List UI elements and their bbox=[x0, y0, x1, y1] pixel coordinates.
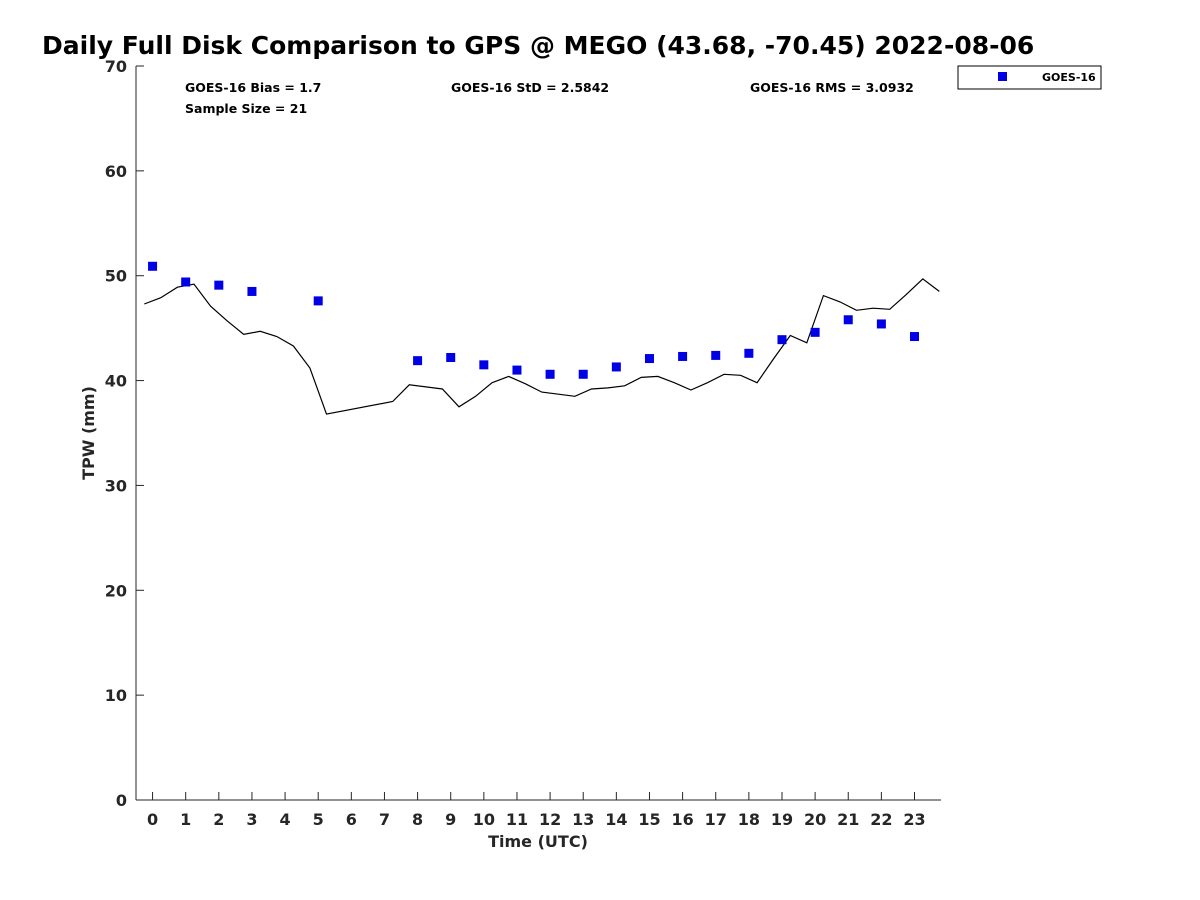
legend-marker bbox=[998, 72, 1007, 81]
y-tick-label: 70 bbox=[105, 57, 127, 76]
x-tick-label: 6 bbox=[346, 810, 357, 829]
x-tick-label: 10 bbox=[473, 810, 495, 829]
x-tick-label: 16 bbox=[671, 810, 693, 829]
y-tick-label: 50 bbox=[105, 267, 127, 286]
x-tick-label: 14 bbox=[605, 810, 627, 829]
y-tick-label: 60 bbox=[105, 162, 127, 181]
goes16-data-point bbox=[545, 369, 555, 379]
goes16-data-point bbox=[843, 315, 853, 325]
goes16-data-point bbox=[247, 286, 257, 296]
goes16-data-point bbox=[777, 335, 787, 345]
goes16-data-point bbox=[744, 348, 754, 358]
y-tick-label: 30 bbox=[105, 476, 127, 495]
std-stat: GOES-16 StD = 2.5842 bbox=[451, 80, 609, 95]
y-tick-label: 0 bbox=[116, 791, 127, 810]
x-tick-label: 21 bbox=[837, 810, 859, 829]
goes16-data-point bbox=[512, 365, 522, 375]
x-tick-label: 9 bbox=[445, 810, 456, 829]
gps-tpw-line bbox=[144, 278, 940, 415]
x-tick-label: 11 bbox=[506, 810, 528, 829]
goes16-series-markers bbox=[148, 261, 919, 379]
x-tick-label: 5 bbox=[313, 810, 324, 829]
goes16-data-point bbox=[678, 351, 688, 361]
x-tick-label: 0 bbox=[147, 810, 158, 829]
rms-stat: GOES-16 RMS = 3.0932 bbox=[750, 80, 914, 95]
x-tick-label: 3 bbox=[246, 810, 257, 829]
x-tick-label: 1 bbox=[180, 810, 191, 829]
x-tick-label: 4 bbox=[280, 810, 291, 829]
goes16-data-point bbox=[644, 354, 654, 364]
x-tick-label: 15 bbox=[638, 810, 660, 829]
chart-title: Daily Full Disk Comparison to GPS @ MEGO… bbox=[42, 31, 1034, 60]
goes16-data-point bbox=[711, 350, 721, 360]
legend-label: GOES-16 bbox=[1042, 71, 1096, 84]
x-tick-label: 12 bbox=[539, 810, 561, 829]
x-axis-ticks: 0 1 2 3 4 5 6 7 8 9 10 11 12 13 14 15 16 17 18 19 20 21 22 23 bbox=[147, 792, 926, 829]
x-tick-label: 18 bbox=[738, 810, 760, 829]
goes16-data-point bbox=[578, 369, 588, 379]
goes16-data-point bbox=[611, 362, 621, 372]
bias-stat: GOES-16 Bias = 1.7 bbox=[185, 80, 321, 95]
x-tick-label: 2 bbox=[213, 810, 224, 829]
x-tick-label: 7 bbox=[379, 810, 390, 829]
x-tick-label: 20 bbox=[804, 810, 826, 829]
goes16-data-point bbox=[909, 332, 919, 342]
goes16-data-point bbox=[810, 327, 820, 337]
y-tick-label: 40 bbox=[105, 372, 127, 391]
goes16-data-point bbox=[479, 360, 489, 370]
gps-series-line bbox=[144, 278, 940, 415]
y-axis-label: TPW (mm) bbox=[79, 386, 98, 480]
x-tick-label: 17 bbox=[705, 810, 727, 829]
y-tick-label: 10 bbox=[105, 686, 127, 705]
goes16-data-point bbox=[313, 296, 323, 306]
y-tick-label: 20 bbox=[105, 581, 127, 600]
goes16-data-point bbox=[148, 261, 158, 271]
x-tick-label: 23 bbox=[903, 810, 925, 829]
x-tick-label: 19 bbox=[771, 810, 793, 829]
y-axis-ticks: 0 10 20 30 40 50 60 70 bbox=[105, 57, 144, 810]
legend: GOES-16 bbox=[957, 65, 1102, 90]
plot-area bbox=[135, 66, 941, 801]
goes16-data-point bbox=[181, 277, 191, 287]
goes16-data-point bbox=[413, 356, 423, 366]
goes16-data-point bbox=[876, 319, 886, 329]
x-tick-label: 22 bbox=[870, 810, 892, 829]
x-tick-label: 13 bbox=[572, 810, 594, 829]
goes16-data-point bbox=[214, 280, 224, 290]
legend-box bbox=[957, 65, 1102, 90]
x-tick-label: 8 bbox=[412, 810, 423, 829]
x-axis-label: Time (UTC) bbox=[488, 832, 588, 851]
sample-size-stat: Sample Size = 21 bbox=[185, 101, 307, 116]
goes16-data-point bbox=[446, 353, 456, 363]
